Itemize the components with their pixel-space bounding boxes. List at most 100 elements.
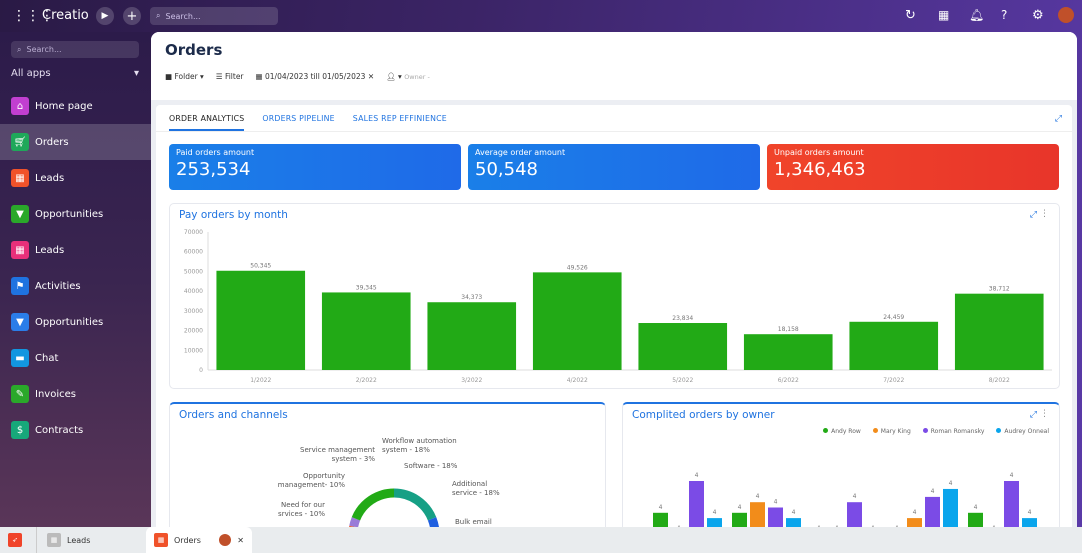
y-tick-label: 0 — [199, 367, 203, 374]
data-label: 4 — [835, 525, 839, 527]
legend-item[interactable]: Andy Row — [823, 428, 861, 435]
expand-icon[interactable]: ⤢ — [1029, 410, 1037, 420]
data-label: 4 — [774, 499, 778, 506]
sidebar-item-opportunities[interactable]: ▼ Opportunities — [0, 304, 151, 340]
sidebar-item-opportunities[interactable]: ▼ Opportunities — [0, 196, 151, 232]
data-label: 4 — [677, 525, 681, 527]
chart-title: Orders and channels — [179, 409, 288, 421]
chart-legend: Andy Row Mary King Roman Romansky Audrey On… — [823, 428, 1049, 435]
tab-orders-pipeline[interactable]: ORDERS PIPELINE — [262, 114, 335, 123]
creatio-logo-icon: ➶ — [8, 533, 22, 547]
tab-order-analytics[interactable]: ORDER ANALYTICS — [169, 114, 245, 131]
sidebar-item-activities[interactable]: ⚑ Activities — [0, 268, 151, 304]
sidebar-item-home-page[interactable]: ⌂ Home page — [0, 88, 151, 124]
sidebar-search-input[interactable]: ⌕ Search... — [11, 41, 139, 58]
y-tick-label: 20000 — [184, 328, 203, 335]
sidebar: ⌕ Search... All apps ▾ ⌂ Home page 🛒︎ Orders ▦… — [0, 32, 151, 527]
chevron-down-icon: ▾ — [133, 68, 139, 79]
page-header: Orders ■ Folder ▾ ☰ Filter ▦ 01/04/2023 … — [151, 32, 1077, 100]
completed-orders-bar-chart: 4 4 4 4 4 4 4 4 4 4 4 4 4 4 4 4 4 4 4 4 — [653, 472, 1037, 527]
close-tab-icon[interactable]: ✕ — [237, 535, 244, 545]
legend-item[interactable]: Mary King — [872, 428, 911, 435]
donut-segment — [427, 517, 439, 527]
tab-bar: ORDER ANALYTICS ORDERS PIPELINE SALES RE… — [169, 114, 447, 131]
page-title: Orders — [165, 41, 223, 59]
contract-icon: $ — [11, 421, 29, 439]
sidebar-item-contracts[interactable]: $ Contracts — [0, 412, 151, 448]
bar — [321, 292, 411, 370]
chart-title: Complited orders by owner — [632, 409, 775, 421]
bar — [768, 507, 783, 527]
bottom-tab-orders[interactable]: ▦ Orders ✕ — [146, 527, 252, 553]
data-label: 4 — [931, 488, 935, 495]
legend-item[interactable]: Audrey Onneal — [996, 428, 1049, 435]
divider — [156, 131, 1072, 132]
folder-button[interactable]: ■ Folder ▾ — [165, 72, 204, 81]
legend-dot — [922, 428, 928, 433]
bar — [786, 518, 801, 527]
sidebar-item-leads[interactable]: ▦ Leads — [0, 160, 151, 196]
donut-label: Bulk email — [455, 518, 492, 526]
date-range-filter[interactable]: ▦ 01/04/2023 till 01/05/2023 ✕ — [255, 72, 375, 81]
legend-dot — [823, 428, 829, 433]
legend-item[interactable]: Roman Romansky — [922, 428, 984, 435]
tab-sales-rep-efficiency[interactable]: SALES REP EFFINIENCE — [352, 114, 447, 123]
kpi-paid-orders: Paid orders amount 253,534 — [169, 144, 461, 190]
bar — [638, 323, 728, 370]
search-icon: ⌕ — [17, 44, 22, 54]
creatio-ai-icon[interactable]: ↻ — [905, 8, 916, 23]
donut-label: Need for our srvices - 10% — [278, 501, 325, 518]
top-bar: ⋮⋮⋮ Creatio ▶ + ⌕ Search... ↻ ▦ 🔔︎ ? ⚙ — [0, 0, 1082, 32]
help-icon[interactable]: ? — [1001, 8, 1008, 22]
settings-gear-icon[interactable]: ⚙ — [1032, 8, 1044, 23]
donut-segment — [393, 488, 437, 521]
building-icon: ▦ — [11, 169, 29, 187]
data-label: 24,459 — [883, 314, 904, 321]
data-label: 4 — [738, 504, 742, 511]
sidebar-item-chat[interactable]: ▬ Chat — [0, 340, 151, 376]
x-tick-label: 2/2022 — [356, 377, 377, 384]
sidebar-item-leads[interactable]: ▦ Leads — [0, 232, 151, 268]
user-avatar[interactable] — [1058, 7, 1074, 23]
add-button[interactable]: + — [123, 7, 141, 25]
x-tick-label: 3/2022 — [461, 377, 482, 384]
x-tick-label: 6/2022 — [778, 377, 799, 384]
sidebar-nav: ⌂ Home page 🛒︎ Orders ▦ Leads ▼ Opportunities ▦ L… — [0, 88, 151, 448]
invoice-icon: ✎ — [11, 385, 29, 403]
home-logo-button[interactable]: ➶ — [0, 527, 30, 553]
bar — [954, 293, 1044, 370]
app-grid-icon[interactable]: ⋮⋮⋮ — [12, 8, 54, 24]
data-label: 4 — [756, 493, 760, 500]
y-tick-label: 30000 — [184, 308, 203, 315]
building-icon: ▦ — [47, 533, 61, 547]
flag-icon: ⚑ — [11, 277, 29, 295]
pay-orders-bar-chart: 0 10000 20000 30000 40000 50000 60000 70000 50,3… — [184, 229, 1052, 384]
filter-button[interactable]: ☰ Filter — [215, 72, 244, 81]
data-label: 49,526 — [567, 264, 588, 271]
run-process-button[interactable]: ▶ — [96, 7, 114, 25]
notifications-icon[interactable]: 🔔︎ — [969, 8, 985, 22]
owner-filter[interactable]: 👤︎ ▾ Owner - — [386, 72, 430, 81]
global-search-input[interactable]: ⌕ Search... — [150, 7, 278, 25]
data-label: 4 — [913, 509, 917, 516]
apps-icon[interactable]: ▦ — [938, 8, 950, 22]
bar — [1004, 481, 1019, 527]
bar — [925, 496, 940, 527]
sidebar-item-invoices[interactable]: ✎ Invoices — [0, 376, 151, 412]
search-icon: ⌕ — [156, 11, 161, 20]
clear-date-icon[interactable]: ✕ — [367, 72, 375, 81]
bottom-tab-leads[interactable]: ▦ Leads — [36, 527, 146, 553]
expand-icon[interactable]: ⤢ — [1029, 210, 1037, 220]
data-label: 4 — [817, 525, 821, 527]
y-tick-label: 50000 — [184, 268, 203, 275]
more-menu-icon[interactable]: ⋮ — [1040, 209, 1049, 219]
all-apps-dropdown[interactable]: All apps ▾ — [11, 68, 139, 79]
data-label: 4 — [713, 509, 717, 516]
expand-icon[interactable]: ⤢ — [1054, 114, 1062, 124]
main-panel: Orders ■ Folder ▾ ☰ Filter ▦ 01/04/2023 … — [151, 32, 1077, 527]
donut-segment — [349, 517, 361, 527]
more-menu-icon[interactable]: ⋮ — [1040, 409, 1049, 419]
sidebar-item-orders[interactable]: 🛒︎ Orders — [0, 124, 151, 160]
building-icon: ▦ — [154, 533, 168, 547]
bar — [532, 272, 622, 370]
